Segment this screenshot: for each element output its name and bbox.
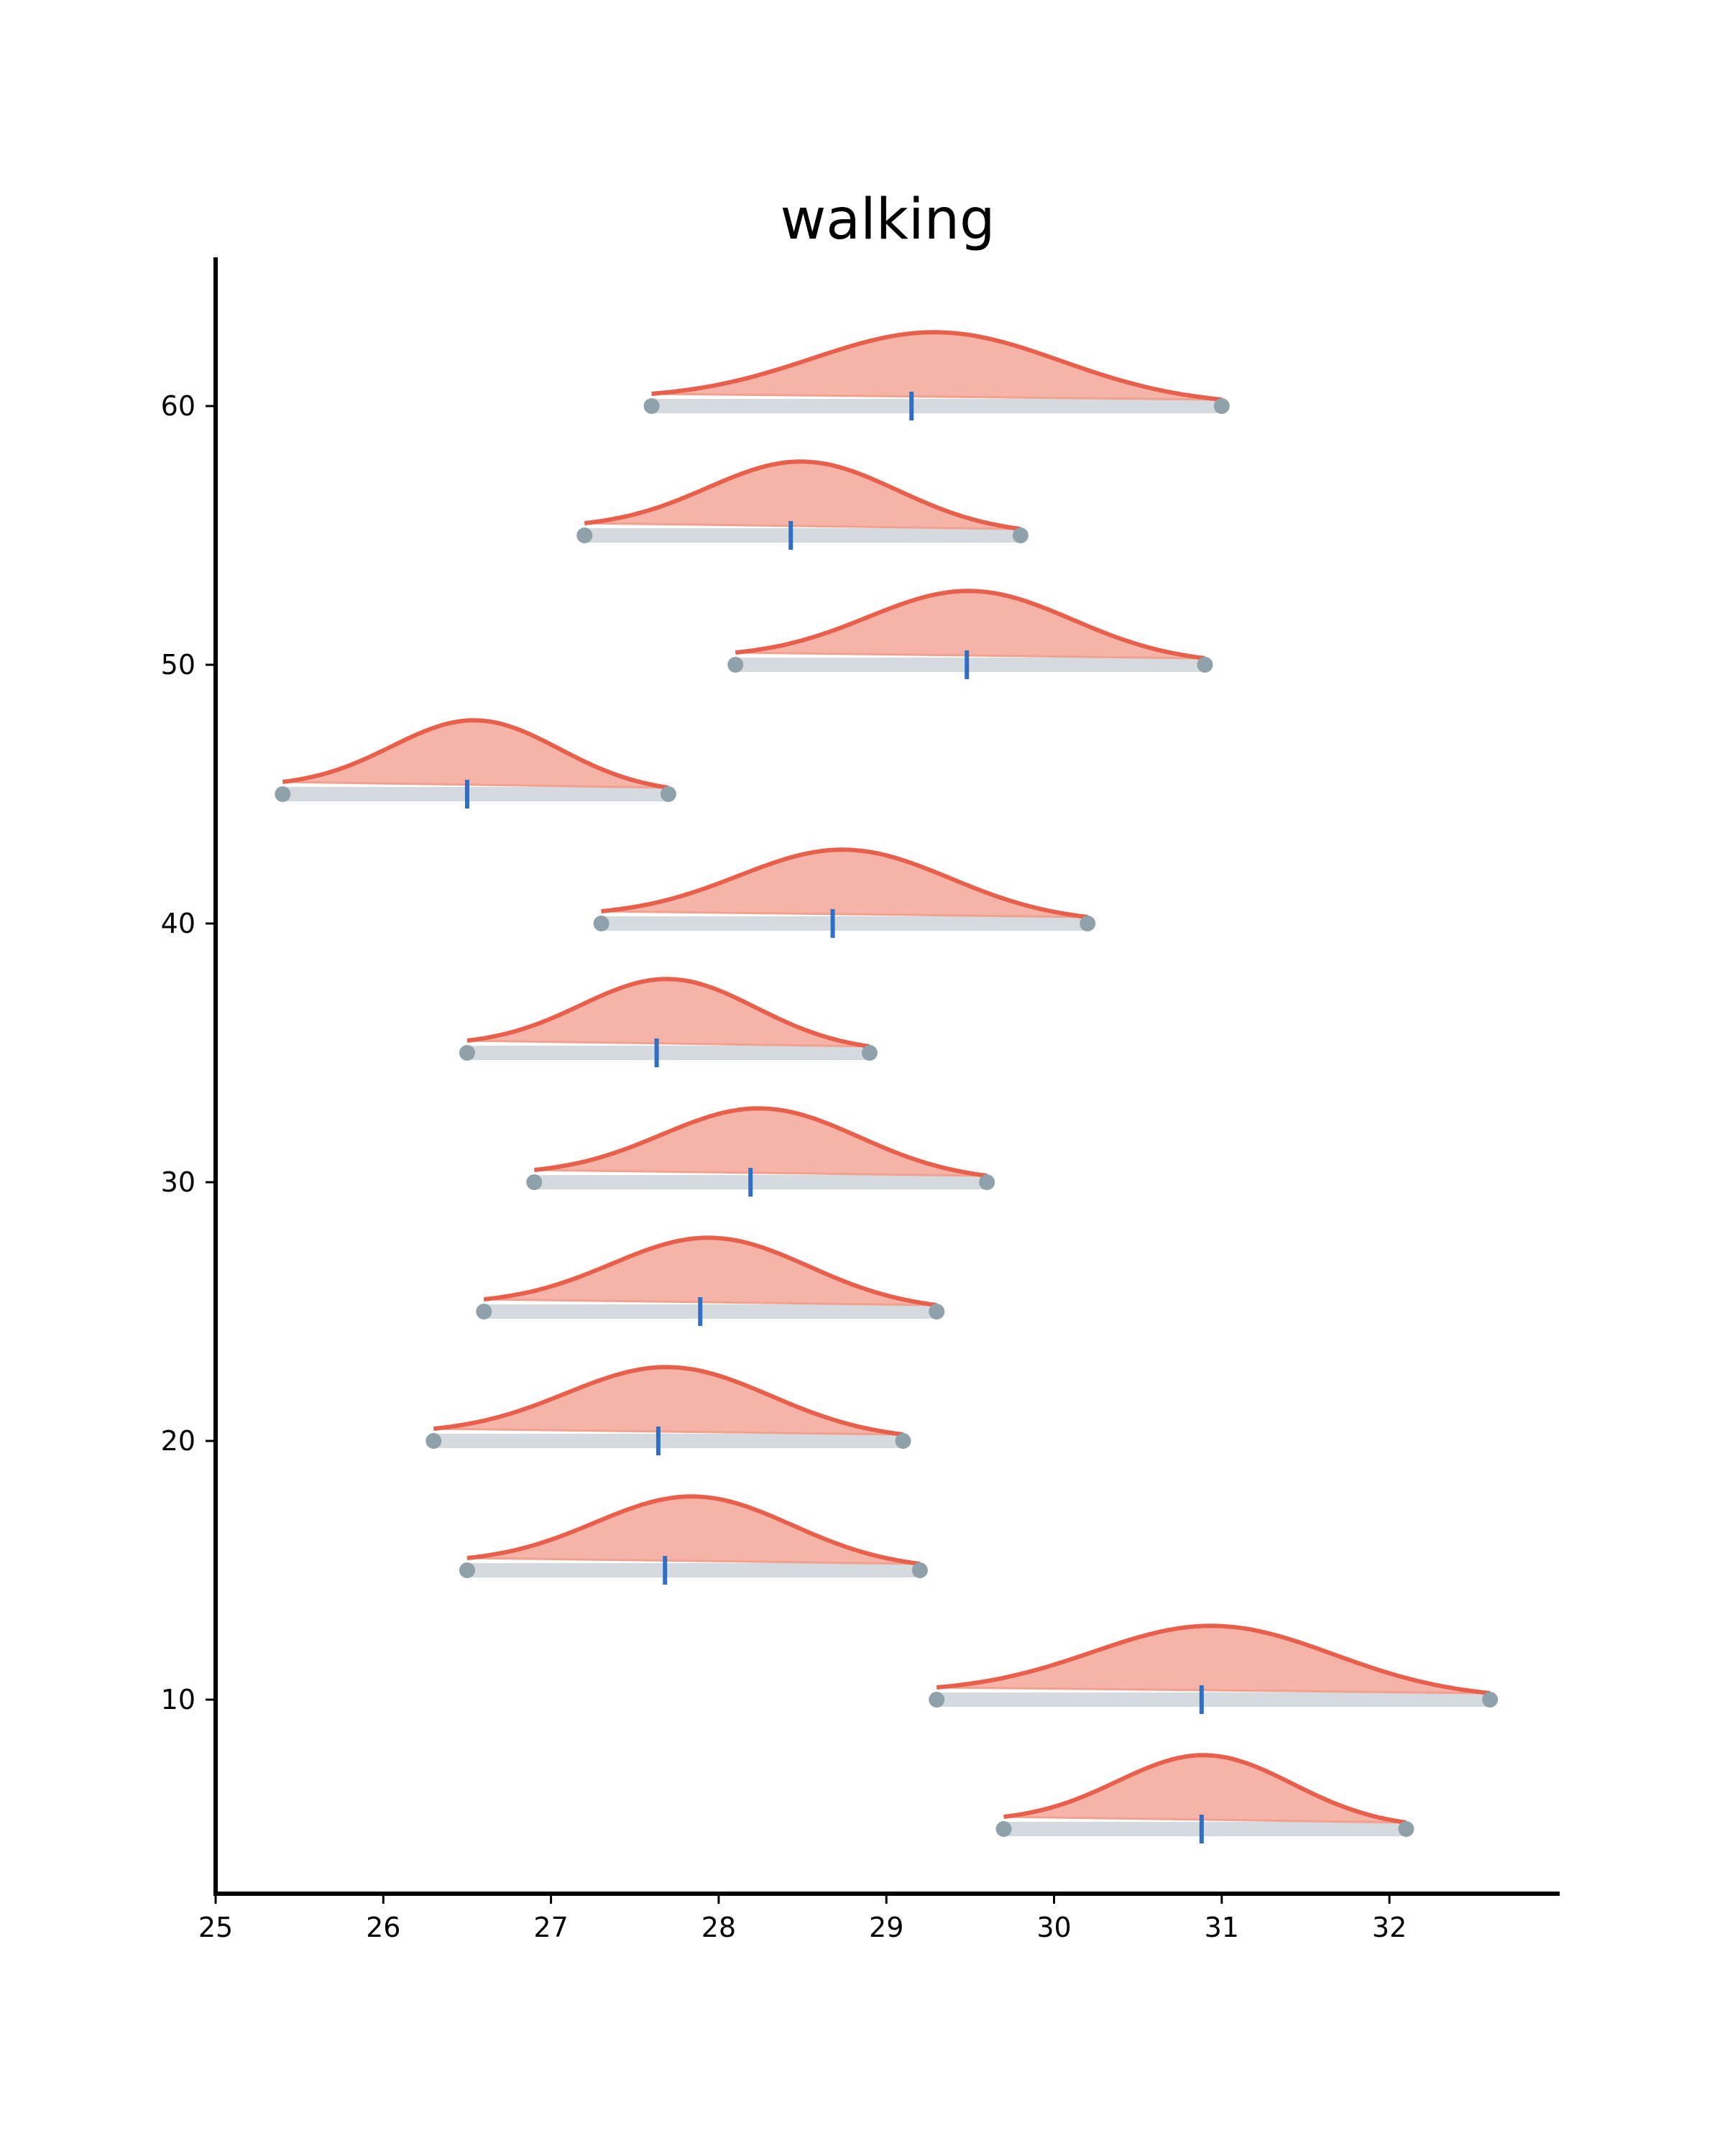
max-point-45 [660,786,676,802]
density-baseline-60 [651,392,1222,401]
ridge-35 [459,977,878,1067]
chart-title: walking [780,188,995,252]
density-curve-10 [936,1623,1491,1695]
density-curve-35 [466,977,870,1049]
y-tick-label-50: 50 [161,649,196,681]
ridge-30 [526,1106,995,1197]
max-point-55 [1012,528,1029,543]
min-point-25 [476,1304,492,1319]
ridge-40 [593,847,1096,938]
density-curve-30 [533,1106,988,1178]
min-point-55 [576,528,593,543]
y-tick-label-60: 60 [161,390,196,422]
max-point-30 [979,1174,995,1190]
ridge-5 [995,1753,1414,1843]
density-curve-60 [651,330,1223,402]
ridge-10 [929,1623,1499,1714]
density-baseline-20 [433,1427,903,1436]
x-tick-label-29: 29 [869,1912,903,1943]
density-fill-35 [467,979,870,1046]
x-tick-label-30: 30 [1036,1912,1071,1943]
ridge-20 [426,1365,911,1455]
axes-group: 25 26 27 28 29 30 31 32 10 20 30 40 50 60 [161,257,1560,1943]
min-point-10 [929,1692,945,1708]
max-point-60 [1213,398,1230,414]
density-fill-10 [937,1626,1491,1693]
density-fill-50 [735,591,1205,658]
density-baseline-55 [584,522,1021,530]
ridge-15 [459,1494,928,1585]
density-baseline-5 [1003,1815,1407,1824]
min-point-20 [426,1433,442,1449]
density-curve-40 [601,847,1088,919]
min-point-15 [459,1562,475,1578]
x-tick-label-25: 25 [198,1912,233,1943]
x-tick-label-32: 32 [1372,1912,1407,1943]
max-point-20 [895,1433,911,1449]
density-baseline-35 [466,1039,870,1048]
density-fill-15 [467,1496,920,1564]
y-tick-label-40: 40 [161,908,196,939]
density-fill-55 [584,461,1021,529]
ridge-50 [727,589,1213,679]
density-baseline-45 [282,780,668,789]
density-baseline-15 [466,1557,920,1565]
min-point-40 [593,916,610,931]
density-fill-45 [282,720,668,788]
density-baseline-40 [601,910,1088,918]
ridge-55 [576,459,1029,550]
x-tick-label-31: 31 [1205,1912,1239,1943]
max-point-25 [929,1304,945,1319]
y-tick-label-20: 20 [161,1425,196,1457]
density-curve-50 [735,589,1205,660]
min-point-45 [275,786,291,802]
density-fill-20 [433,1367,903,1434]
ridges-group [275,330,1499,1843]
min-point-35 [459,1045,475,1061]
max-point-35 [861,1045,878,1061]
density-fill-25 [484,1238,937,1305]
min-point-5 [995,1821,1012,1837]
max-point-5 [1398,1821,1414,1837]
ridge-25 [476,1235,945,1326]
y-tick-label-10: 10 [161,1684,196,1715]
density-fill-40 [601,849,1088,917]
density-baseline-50 [735,651,1205,660]
density-fill-60 [651,332,1222,400]
density-fill-30 [534,1108,988,1176]
density-baseline-30 [534,1169,988,1177]
x-tick-label-28: 28 [702,1912,736,1943]
min-point-50 [727,657,744,673]
min-point-30 [526,1174,543,1190]
max-point-40 [1080,916,1096,931]
density-baseline-10 [937,1686,1491,1695]
density-curve-45 [282,718,669,790]
density-curve-15 [466,1494,921,1566]
density-fill-5 [1003,1755,1407,1823]
y-tick-label-30: 30 [161,1166,196,1198]
density-baseline-25 [484,1298,937,1307]
min-point-60 [643,398,660,414]
ridge-45 [275,718,676,808]
density-curve-20 [433,1365,903,1437]
density-curve-5 [1003,1753,1407,1825]
density-curve-55 [584,459,1021,531]
max-point-10 [1482,1692,1499,1708]
max-point-15 [911,1562,928,1578]
x-tick-label-26: 26 [366,1912,400,1943]
x-tick-label-27: 27 [533,1912,568,1943]
ridge-60 [643,330,1230,420]
density-curve-25 [483,1235,937,1307]
max-point-50 [1197,657,1213,673]
